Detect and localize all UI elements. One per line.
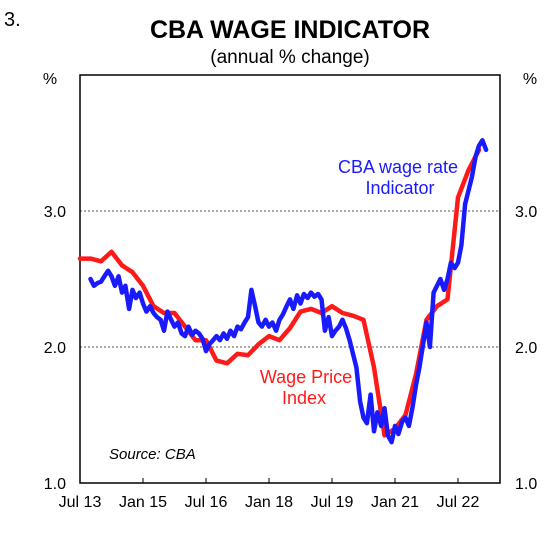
x-tick-label: Jan 15 bbox=[119, 494, 167, 511]
chart-source: Source: CBA bbox=[109, 446, 196, 463]
x-tick-label: Jan 21 bbox=[371, 494, 419, 511]
series-layer bbox=[77, 138, 489, 445]
x-tick-label: Jul 13 bbox=[59, 494, 102, 511]
y-tick-left-label: 1.0 bbox=[44, 476, 66, 493]
x-tick-label: Jul 16 bbox=[185, 494, 228, 511]
cba-label-line2: Indicator bbox=[365, 178, 434, 198]
y-tick-right-label: 1.0 bbox=[515, 476, 537, 493]
series-line-wage-price-index bbox=[77, 147, 482, 438]
x-tick-label: Jul 19 bbox=[311, 494, 354, 511]
chart-number: 3. bbox=[4, 9, 21, 31]
x-tick-label: Jan 18 bbox=[245, 494, 293, 511]
chart-title: CBA WAGE INDICATOR bbox=[150, 16, 430, 44]
y-tick-right-label: 3.0 bbox=[515, 204, 537, 221]
x-axis: Jul 13 Jan 15 Jul 16 Jan 18 Jul 19 Jan 21 Jul … bbox=[59, 478, 480, 511]
left-axis-unit: % bbox=[43, 71, 57, 88]
wpi-label-line1: Wage Price bbox=[260, 367, 352, 387]
y-axis-left: 1.0 2.0 3.0 bbox=[44, 204, 66, 493]
y-tick-left-label: 2.0 bbox=[44, 340, 66, 357]
wpi-label-line2: Index bbox=[282, 388, 326, 408]
chart-subtitle: (annual % change) bbox=[210, 47, 370, 68]
y-tick-left-label: 3.0 bbox=[44, 204, 66, 221]
y-tick-right-label: 2.0 bbox=[515, 340, 537, 357]
y-axis-right: 1.0 2.0 3.0 bbox=[515, 204, 537, 493]
plot-frame bbox=[79, 74, 501, 484]
series-line-cba-wage-rate-indicator bbox=[88, 138, 489, 445]
x-tick-label: Jul 22 bbox=[437, 494, 480, 511]
cba-label-line1: CBA wage rate bbox=[338, 157, 458, 177]
right-axis-unit: % bbox=[523, 71, 537, 88]
